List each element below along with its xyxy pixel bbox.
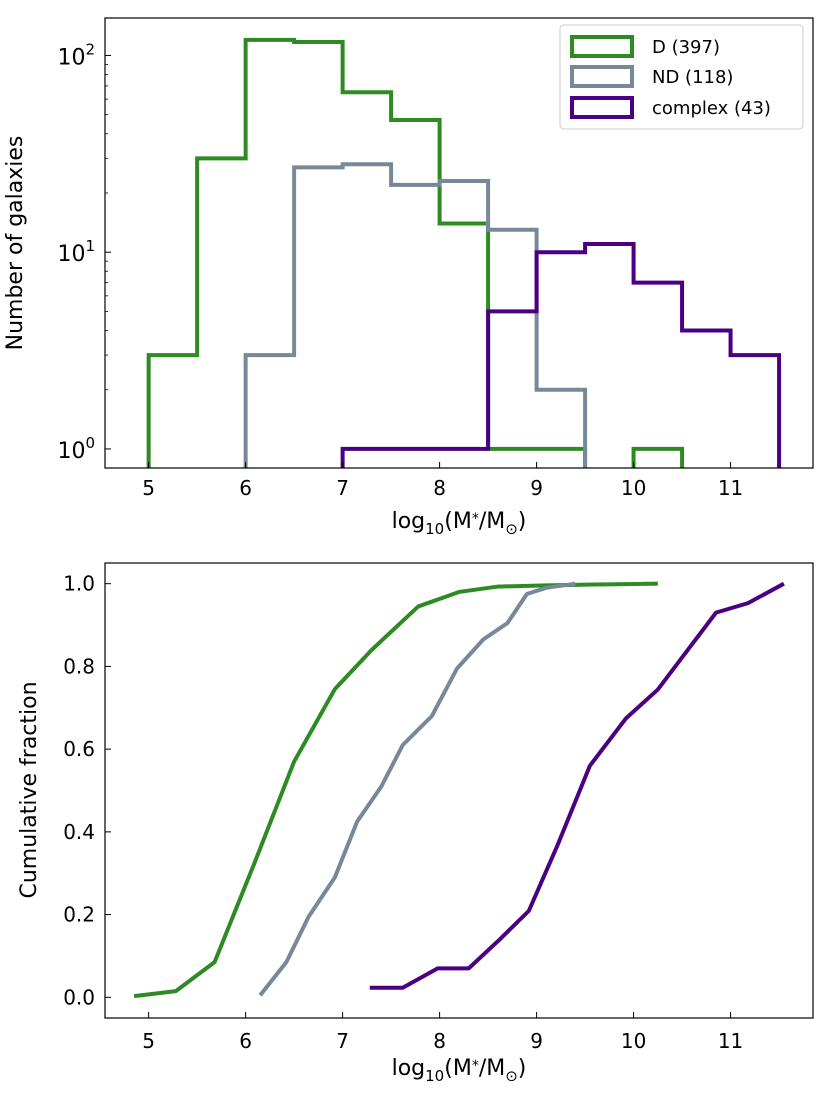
histogram-x-tick-label: 9 — [530, 476, 543, 500]
legend-swatch-complex — [570, 96, 634, 119]
histogram-y-axis-label: Number of galaxies — [3, 136, 28, 351]
legend-label-nd: ND (118) — [652, 67, 733, 88]
cumulative-y-tick-label: 0.0 — [63, 985, 95, 1009]
cumulative-x-tick-label: 6 — [239, 1029, 252, 1053]
cumulative-y-tick-label: 0.4 — [63, 820, 95, 844]
histogram-x-tick-label: 6 — [239, 476, 252, 500]
histogram-x-tick-label: 11 — [718, 476, 743, 500]
histogram-panel: 5 6 7 8 9 10 11 100 101 102 Number of galaxies l… — [3, 17, 814, 538]
cumulative-x-tick-label: 10 — [621, 1029, 646, 1053]
cumulative-axes-frame — [104, 562, 814, 1019]
histogram-x-tick-label: 10 — [621, 476, 646, 500]
cumulative-series-d — [133, 581, 658, 999]
histogram-x-tick-label: 8 — [433, 476, 446, 500]
cumulative-x-tick-label: 5 — [142, 1029, 155, 1053]
legend-swatch-nd — [570, 65, 634, 88]
cumulative-x-tick-label: 9 — [530, 1029, 543, 1053]
legend-box — [559, 24, 804, 130]
histogram-series-nd — [243, 162, 588, 468]
cumulative-y-tick-label: 0.6 — [63, 737, 95, 761]
cumulative-x-tick-label: 8 — [433, 1029, 446, 1053]
cumulative-panel: 5 6 7 8 9 10 11 0.0 0.2 0.4 0.6 0.8 1.0 Cumulative … — [17, 562, 814, 1085]
legend: D (397) ND (118) complex (43) — [559, 24, 804, 130]
histogram-axes-frame — [104, 17, 814, 469]
legend-label-d: D (397) — [652, 37, 720, 58]
cumulative-x-axis-label: log10(M*/M⊙) — [392, 1056, 527, 1085]
histogram-x-tick-label: 7 — [336, 476, 349, 500]
histogram-y-tick-label: 100 — [57, 434, 95, 464]
histogram-y-tick-label: 102 — [57, 40, 95, 70]
cumulative-y-tick-label: 0.8 — [63, 654, 95, 678]
cumulative-y-tick-label: 0.2 — [63, 903, 95, 927]
cumulative-x-tick-label: 7 — [336, 1029, 349, 1053]
cumulative-series-nd — [258, 581, 576, 997]
cumulative-x-tick-label: 11 — [718, 1029, 743, 1053]
histogram-series-d — [146, 37, 685, 468]
cumulative-series-complex — [369, 581, 785, 990]
histogram-y-tick-label: 101 — [57, 237, 95, 267]
legend-label-complex: complex (43) — [652, 98, 771, 119]
histogram-series-complex — [340, 242, 782, 468]
legend-swatch-d — [570, 35, 634, 58]
cumulative-y-tick-label: 1.0 — [63, 572, 95, 596]
histogram-x-axis-label: log10(M*/M⊙) — [392, 509, 527, 538]
cumulative-y-axis-label: Cumulative fraction — [17, 681, 42, 898]
histogram-x-tick-label: 5 — [142, 476, 155, 500]
